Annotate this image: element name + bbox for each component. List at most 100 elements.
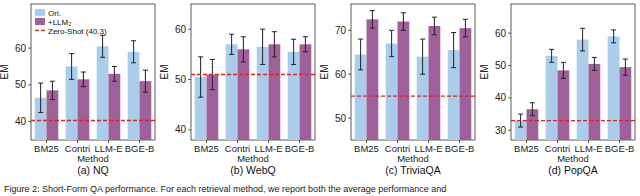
y-tick-label: 40: [495, 92, 507, 103]
error-line: [582, 28, 583, 51]
y-tick-label: 50: [495, 60, 507, 71]
y-tick: [28, 48, 31, 49]
error-cap: [272, 56, 277, 57]
x-axis-label: Method: [237, 153, 269, 164]
y-axis-label: EM: [319, 65, 330, 80]
error-cap: [100, 57, 105, 58]
error-cap: [81, 72, 86, 73]
y-axis-label: EM: [0, 65, 10, 80]
error-cap: [518, 127, 523, 128]
error-cap: [112, 66, 117, 67]
legend-label: +LLM₂: [48, 18, 71, 27]
bar: [589, 64, 601, 140]
y-tick-label: 60: [335, 69, 347, 80]
error-cap: [401, 30, 406, 31]
y-tick: [188, 29, 191, 30]
y-tick-label: 50: [15, 79, 27, 90]
error-cap: [389, 56, 394, 57]
reference-line: [511, 120, 635, 121]
marks: [511, 28, 635, 140]
error-line: [71, 54, 72, 80]
marks: [31, 35, 155, 140]
bar: [577, 40, 589, 140]
error-line: [532, 103, 533, 116]
error-bar: [260, 29, 265, 64]
panel-title: (b) WebQ: [230, 164, 275, 176]
bar: [300, 44, 312, 140]
error-line: [551, 49, 552, 62]
error-cap: [81, 86, 86, 87]
error-cap: [100, 35, 105, 36]
error-cap: [260, 64, 265, 65]
error-cap: [131, 62, 136, 63]
error-bar: [623, 59, 628, 75]
x-tick-label: BM25: [354, 143, 379, 154]
error-bar: [50, 81, 55, 99]
plot-area: [191, 29, 315, 140]
error-cap: [131, 40, 136, 41]
error-cap: [592, 57, 597, 58]
error-cap: [463, 36, 468, 37]
error-line: [114, 66, 115, 81]
error-bar: [580, 28, 585, 51]
y-tick-label: 40: [175, 124, 187, 135]
error-bar: [463, 19, 468, 37]
error-line: [243, 37, 244, 62]
error-cap: [50, 99, 55, 100]
y-tick: [188, 79, 191, 80]
y-tick: [348, 30, 351, 31]
error-line: [133, 41, 134, 63]
y-tick-label: 50: [335, 113, 347, 124]
error-cap: [143, 92, 148, 93]
bar: [460, 28, 472, 140]
frame: [351, 4, 475, 140]
error-bar: [358, 39, 363, 70]
error-line: [453, 33, 454, 68]
error-bar: [143, 70, 148, 92]
y-tick-label: 50: [175, 74, 187, 85]
y-tick: [188, 129, 191, 130]
bar: [558, 70, 570, 140]
x-tick-label: BM25: [34, 143, 59, 154]
bar: [288, 52, 300, 140]
error-bar: [451, 33, 456, 68]
error-cap: [303, 36, 308, 37]
error-cap: [623, 59, 628, 60]
error-cap: [272, 31, 277, 32]
error-bar: [100, 35, 105, 57]
y-tick: [508, 130, 511, 131]
error-line: [83, 72, 84, 87]
error-line: [40, 83, 41, 112]
x-tick-label: BGE-B: [605, 143, 635, 154]
error-cap: [370, 10, 375, 11]
legend-label: Zero-Shot (40.3): [48, 27, 107, 36]
y-tick: [28, 84, 31, 85]
error-line: [102, 35, 103, 57]
error-cap: [229, 34, 234, 35]
error-cap: [50, 81, 55, 82]
bar: [429, 26, 441, 140]
error-bar: [561, 62, 566, 78]
error-cap: [358, 69, 363, 70]
error-cap: [358, 39, 363, 40]
error-cap: [561, 62, 566, 63]
x-tick-label: BM25: [514, 143, 539, 154]
error-cap: [580, 28, 585, 29]
y-tick-label: 40: [15, 116, 27, 127]
error-cap: [198, 56, 203, 57]
error-cap: [432, 17, 437, 18]
y-tick: [348, 74, 351, 75]
error-line: [391, 30, 392, 56]
error-bar: [272, 32, 277, 57]
error-line: [613, 30, 614, 43]
error-cap: [143, 70, 148, 71]
legend-swatch: [35, 9, 45, 16]
background: [0, 0, 640, 196]
error-cap: [401, 12, 406, 13]
error-cap: [260, 29, 265, 30]
error-cap: [198, 97, 203, 98]
error-line: [434, 17, 435, 35]
error-cap: [241, 61, 246, 62]
x-axis-label: Method: [557, 153, 589, 164]
bar: [269, 44, 281, 140]
